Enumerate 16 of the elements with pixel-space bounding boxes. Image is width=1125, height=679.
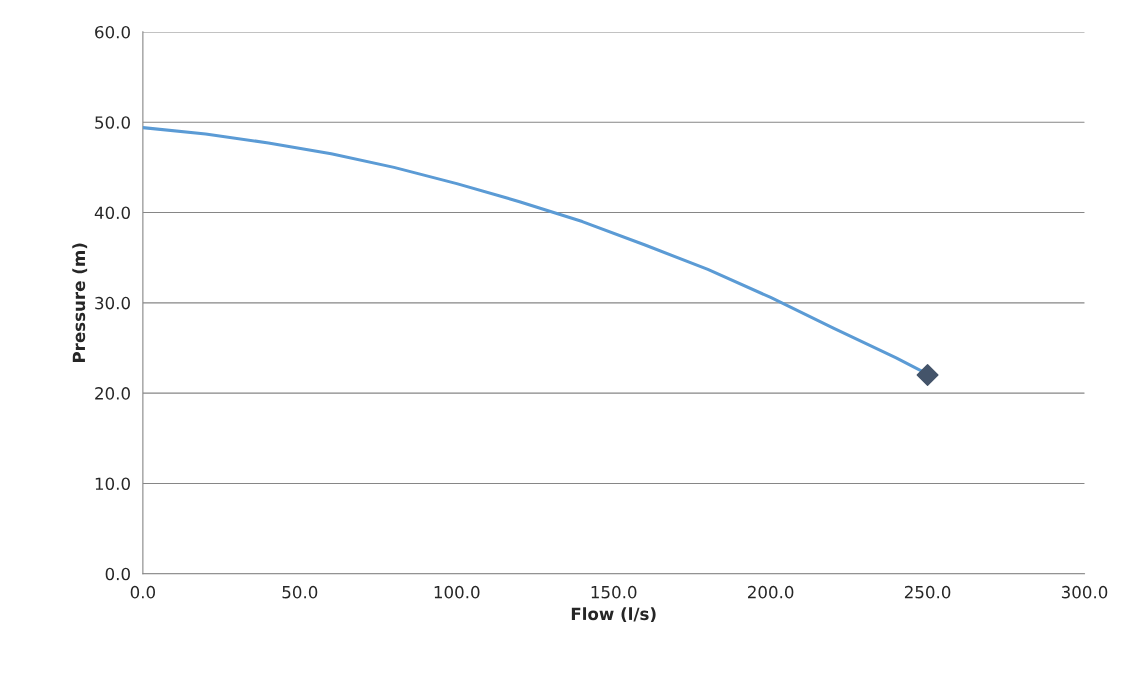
y-tick-label: 50.0 [95,116,130,129]
y-tick-label: 0.0 [105,567,130,581]
x-tick-label: 100.0 [434,585,480,599]
x-tick-label: 50.0 [282,585,318,599]
x-tick-label: 0.0 [130,585,156,599]
x-axis-title: Flow (l/s) [571,607,656,623]
y-tick-label: 30.0 [95,296,130,310]
x-tick-label: 150.0 [591,585,637,599]
x-tick-label: 300.0 [1061,585,1108,599]
y-tick-label: 10.0 [95,477,130,491]
y-tick-label: 20.0 [95,387,130,400]
y-tick-label: 40.0 [94,206,130,220]
y-axis-title: Pressure (m) [72,243,88,362]
y-tick-label: 60.0 [95,25,130,39]
x-tick-label: 200.0 [747,585,794,599]
x-tick-label: 250.0 [904,585,951,599]
